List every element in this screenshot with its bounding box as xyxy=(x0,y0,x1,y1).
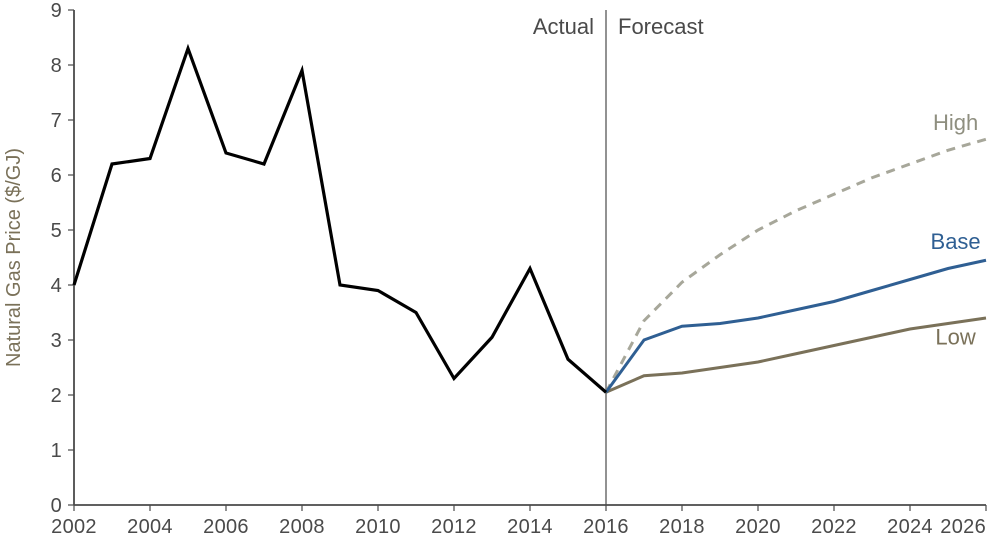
y-tick-label: 9 xyxy=(51,0,62,22)
y-tick-label: 2 xyxy=(51,385,62,407)
y-tick-label: 1 xyxy=(51,440,62,462)
region-label-actual: Actual xyxy=(533,14,594,39)
series-low xyxy=(606,318,986,392)
series-label-high: High xyxy=(933,110,978,135)
x-tick-label: 2002 xyxy=(51,516,97,538)
x-tick-label: 2018 xyxy=(659,516,705,538)
y-tick-label: 0 xyxy=(51,495,62,517)
region-label-forecast: Forecast xyxy=(618,14,704,39)
x-tick-label: 2016 xyxy=(583,516,629,538)
y-tick-label: 7 xyxy=(51,110,62,132)
chart-svg: 0 1 2 3 4 5 6 7 8 9 2002 2004 2006 2008 2010 2012 2014 20… xyxy=(0,0,1000,541)
y-tick-label: 6 xyxy=(51,165,62,187)
x-tick-label: 2024 xyxy=(887,516,933,538)
x-tick-label: 2020 xyxy=(735,516,781,538)
x-tick-label: 2012 xyxy=(431,516,477,538)
series-actual xyxy=(74,49,606,393)
x-tick-label: 2026 xyxy=(940,516,986,538)
gas-price-chart: 0 1 2 3 4 5 6 7 8 9 2002 2004 2006 2008 2010 2012 2014 20… xyxy=(0,0,1000,541)
y-tick-label: 3 xyxy=(51,330,62,352)
x-tick-label: 2014 xyxy=(507,516,553,538)
x-tick-label: 2006 xyxy=(203,516,249,538)
y-tick-label: 5 xyxy=(51,220,62,242)
x-tick-label: 2004 xyxy=(127,516,173,538)
y-tick-label: 8 xyxy=(51,55,62,77)
x-tick-label: 2010 xyxy=(355,516,401,538)
y-tick-label: 4 xyxy=(51,275,62,297)
series-label-low: Low xyxy=(935,324,975,349)
y-axis-title: Natural Gas Price ($/GJ) xyxy=(3,148,25,367)
x-tick-label: 2008 xyxy=(279,516,325,538)
series-label-base: Base xyxy=(931,229,981,254)
x-tick-label: 2022 xyxy=(811,516,857,538)
